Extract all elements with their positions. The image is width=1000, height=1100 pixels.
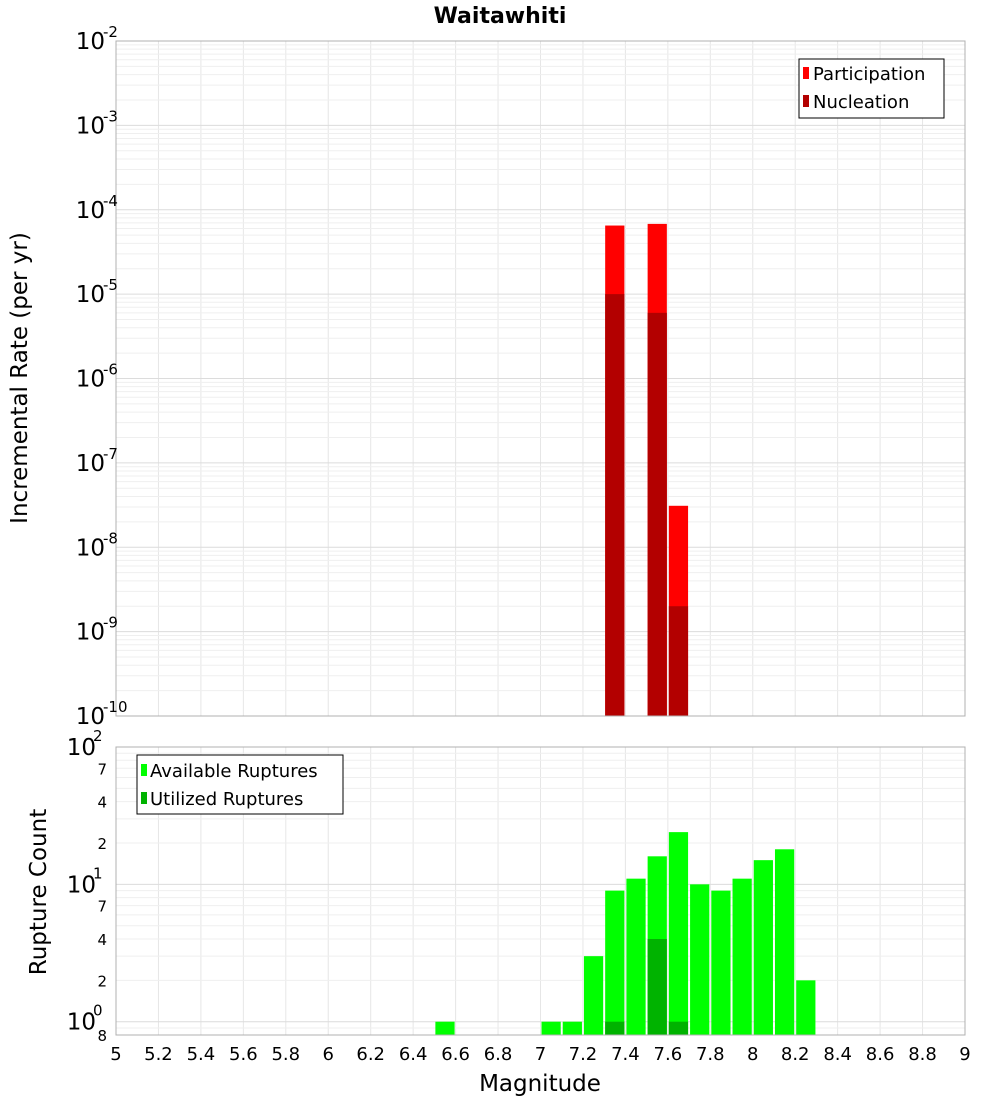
x-tick-label: 8.4 (823, 1044, 852, 1065)
bottom-bars (435, 832, 816, 1035)
x-tick-labels: 5 5.2 5.4 5.6 5.8 6 6.2 6.4 6.6 6.8 7 7.2 7.4 7.6 7.8 8… (110, 1044, 970, 1065)
top-y-tick-base: 10 (76, 367, 105, 393)
top-y-tick-exponent: -6 (103, 361, 118, 379)
top-y-tick-base: 10 (76, 282, 105, 308)
top-y-tick-base: 10 (76, 113, 105, 139)
legend-swatch-utilized (141, 792, 147, 804)
x-tick-label: 7.4 (611, 1044, 640, 1065)
x-tick-label: 6.2 (356, 1044, 385, 1065)
nucleation-bar (605, 294, 625, 716)
top-legend: Participation Nucleation (798, 58, 945, 119)
bottom-y-minor-tick-label: 7 (97, 898, 107, 916)
top-y-tick-exponent: -8 (103, 529, 118, 547)
x-tick-label: 7.2 (569, 1044, 598, 1065)
available-ruptures-bar (626, 878, 646, 1035)
available-ruptures-bar (774, 849, 795, 1035)
utilized-ruptures-bar (605, 1021, 625, 1035)
legend-swatch-participation (803, 67, 809, 79)
bottom-legend: Available Ruptures Utilized Ruptures (136, 754, 344, 815)
top-y-axis-label: Incremental Rate (per yr) (7, 232, 33, 524)
available-ruptures-bar (583, 956, 604, 1035)
available-ruptures-bar (690, 884, 710, 1035)
bottom-y-minor-tick-label: 2 (97, 972, 107, 990)
top-y-tick-exponent: -4 (103, 192, 118, 210)
bottom-y-tick-base: 10 (67, 735, 96, 761)
available-ruptures-bar (541, 1021, 561, 1035)
bottom-y-axis-label: Rupture Count (26, 809, 52, 975)
x-tick-label: 8.8 (908, 1044, 937, 1065)
x-tick-label: 8.2 (781, 1044, 810, 1065)
top-plot-border (115, 40, 966, 717)
x-tick-label: 9 (959, 1044, 970, 1065)
top-y-tick-exponent: -10 (103, 698, 128, 716)
available-ruptures-bar (711, 890, 731, 1035)
bottom-y-tick-base: 10 (67, 1010, 96, 1036)
x-tick-label: 5.2 (144, 1044, 173, 1065)
x-tick-label: 5.6 (229, 1044, 258, 1065)
legend-swatch-available (141, 764, 147, 776)
available-ruptures-bar (562, 1021, 582, 1035)
legend-label-utilized: Utilized Ruptures (150, 789, 303, 810)
top-legend-box (798, 58, 945, 119)
x-tick-label: 5 (110, 1044, 121, 1065)
nucleation-bar (668, 606, 689, 716)
available-ruptures-bar (435, 1021, 455, 1035)
x-tick-label: 7 (535, 1044, 546, 1065)
bottom-y-tick-base: 10 (67, 872, 96, 898)
legend-swatch-nucleation (803, 95, 809, 107)
x-tick-label: 8 (747, 1044, 758, 1065)
x-tick-label: 6 (323, 1044, 334, 1065)
bottom-y-minor-tick-label: 7 (97, 760, 107, 778)
x-tick-label: 5.8 (271, 1044, 300, 1065)
utilized-ruptures-bar (668, 1021, 689, 1035)
x-tick-label: 8.6 (866, 1044, 895, 1065)
top-y-tick-base: 10 (76, 29, 105, 55)
bottom-y-tick-exponent: 0 (93, 1002, 103, 1020)
utilized-ruptures-bar (647, 939, 667, 1035)
x-tick-label: 7.6 (654, 1044, 683, 1065)
available-ruptures-bar (796, 980, 816, 1035)
bottom-legend-box (136, 754, 344, 815)
bottom-y-tick-exponent: 2 (93, 727, 103, 745)
top-gridlines (116, 41, 965, 717)
x-axis-label: Magnitude (479, 1071, 601, 1097)
available-ruptures-bar (668, 832, 689, 1035)
top-y-tick-base: 10 (76, 198, 105, 224)
available-ruptures-bar (605, 890, 625, 1035)
x-tick-label: 6.8 (484, 1044, 513, 1065)
bottom-y-minor-tick-label: 4 (97, 794, 107, 812)
top-y-tick-base: 10 (76, 704, 105, 730)
top-y-tick-base: 10 (76, 535, 105, 561)
top-y-tick-exponent: -9 (103, 614, 118, 632)
bottom-y-minor-tick-label: 4 (97, 931, 107, 949)
bottom-plot-border (115, 746, 966, 1036)
chart-title: Waitawhiti (434, 4, 567, 29)
nucleation-bar (647, 312, 667, 716)
x-tick-label: 7.8 (696, 1044, 725, 1065)
top-y-tick-base: 10 (76, 451, 105, 477)
top-y-tick-exponent: -7 (103, 445, 118, 463)
x-tick-label: 6.4 (399, 1044, 428, 1065)
bottom-y-minor-tick-label: 2 (97, 835, 107, 853)
legend-label-nucleation: Nucleation (813, 92, 909, 113)
x-tick-label: 6.6 (441, 1044, 470, 1065)
top-y-tick-exponent: -5 (103, 276, 118, 294)
top-y-tick-base: 10 (76, 620, 105, 646)
available-ruptures-bar (732, 878, 752, 1035)
x-tick-label: 5.4 (187, 1044, 216, 1065)
top-bars (605, 223, 689, 716)
legend-label-available: Available Ruptures (150, 761, 318, 782)
legend-label-participation: Participation (813, 64, 925, 85)
top-y-tick-exponent: -2 (103, 23, 118, 41)
available-ruptures-bar (753, 860, 773, 1035)
bottom-y-minor-tick-label: 8 (97, 1027, 107, 1045)
bottom-y-tick-exponent: 1 (93, 864, 103, 882)
top-y-tick-exponent: -3 (103, 107, 118, 125)
